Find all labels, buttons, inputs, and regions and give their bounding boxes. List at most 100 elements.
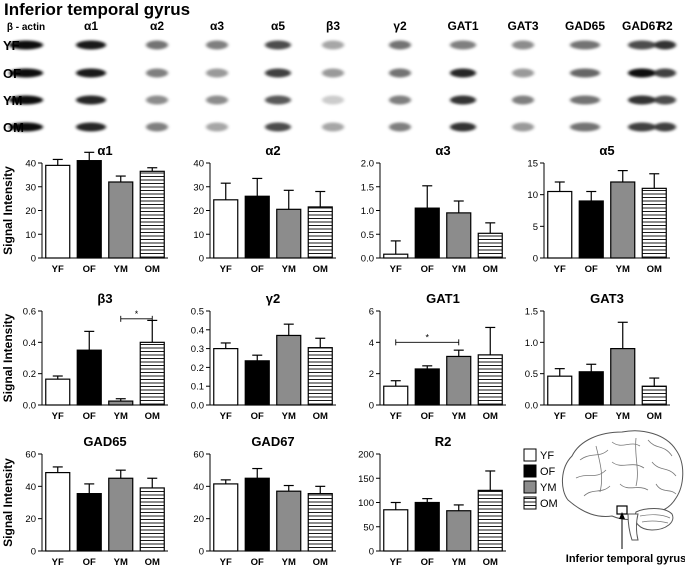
x-tick-label: OM [145,557,160,567]
blot-band-gad67-om [628,122,656,132]
y-tick-label: 40 [193,482,204,493]
bar-ym [108,477,134,552]
blot-band-alpha3-yf [206,40,228,50]
bar-yf [383,509,409,552]
chart-title: GAD67 [251,434,294,449]
y-tick-label: 20 [25,514,36,525]
blot-band-r2-of [654,68,676,78]
x-tick-label: OF [83,557,96,567]
bar-om [307,206,333,259]
y-tick-label: 0 [31,254,36,265]
y-axis-label: Signal Intensity [1,166,15,255]
x-tick-label: YF [52,411,64,422]
blot-column-label-gad67: GAD67 [622,19,662,33]
blot-band-gat3-ym [512,95,534,105]
blot-band-beta3-ym [322,95,344,105]
y-tick-label: 6 [369,307,374,318]
y-tick-label: 0.0 [191,401,204,412]
blot-band-beta-actin-of [9,68,43,78]
chart-title: β3 [97,291,112,306]
x-tick-label: YM [282,264,296,275]
x-tick-label: OM [483,264,498,275]
x-tick-label: YM [282,411,296,422]
bar-om [641,385,667,406]
x-tick-label: OF [83,411,96,422]
legend-swatch-ym [523,480,537,494]
brain-gyri-lines [575,437,677,497]
significance-star: * [135,309,139,319]
bar-yf [213,348,239,406]
bar-ym [446,510,472,552]
y-tick-label: 60 [193,450,204,461]
brain-stem [627,513,639,541]
chart-title: R2 [435,434,452,449]
bar-of [244,477,270,552]
y-tick-label: 40 [25,159,36,170]
bar-yf [213,483,239,552]
y-tick-label: 0.0 [23,401,36,412]
bar-om [477,489,503,552]
brain-cerebrum-outline [562,430,684,520]
blot-band-beta-actin-ym [9,95,43,105]
y-tick-label: 0 [369,401,374,412]
y-tick-label: 2 [369,369,374,380]
blot-band-gad67-yf [628,40,656,50]
blot-band-gad67-ym [628,95,656,105]
blot-band-gad67-of [628,68,656,78]
blot-band-gamma2-ym [389,95,411,105]
blot-band-gat3-of [512,68,534,78]
x-tick-label: OF [585,411,598,422]
bar-of [414,368,440,406]
blot-band-alpha5-yf [265,40,291,50]
figure-title: Inferior temporal gyrus [4,0,190,19]
y-tick-label: 0.5 [525,369,538,380]
bar-of [76,349,102,406]
x-tick-label: OF [251,557,264,567]
blot-band-beta3-om [322,122,344,132]
blot-band-r2-ym [654,95,676,105]
blot-band-gad65-ym [570,95,600,105]
blot-band-alpha3-om [206,122,228,132]
bar-ym [610,181,636,259]
bar-of [414,207,440,259]
bar-om [139,487,165,552]
bar-yf [383,385,409,406]
y-tick-label: 150 [358,474,374,485]
x-tick-label: OM [313,411,328,422]
bar-of [244,195,270,259]
bar-om [307,347,333,406]
blot-band-r2-om [654,122,676,132]
y-tick-label: 40 [193,159,204,170]
bar-ym [610,348,636,406]
legend-label-om: OM [540,498,558,510]
bar-of [578,371,604,406]
x-tick-label: YF [52,264,64,275]
bar-yf [547,190,573,259]
blot-column-label-gat3: GAT3 [507,19,538,33]
blot-band-alpha3-of [206,68,228,78]
legend-swatch-yf [523,448,537,462]
chart-alpha2: α2 0 10 20 30 40 YF OF YM OM [193,143,336,275]
chart-title: α1 [97,143,112,158]
blot-band-alpha2-yf [146,40,168,50]
x-tick-label: YF [220,411,232,422]
x-tick-label: YF [220,264,232,275]
blot-band-gat1-om [450,122,476,132]
bar-of [578,200,604,259]
bar-om [477,354,503,406]
blot-band-gat3-yf [512,40,534,50]
legend-label-ym: YM [540,482,557,494]
blot-column-label-r2: R2 [657,19,673,33]
y-tick-label: 30 [25,182,36,193]
x-tick-label: YF [390,264,402,275]
blot-band-gad65-of [570,68,600,78]
bar-yf [45,164,71,259]
legend-label-yf: YF [540,450,554,462]
blot-band-gamma2-yf [389,40,411,50]
y-tick-label: 30 [193,182,204,193]
y-tick-label: 0.2 [23,369,36,380]
y-tick-label: 2.0 [361,159,374,170]
bar-ym [276,334,302,406]
blot-band-alpha2-of [146,68,168,78]
blot-band-alpha2-ym [146,95,168,105]
